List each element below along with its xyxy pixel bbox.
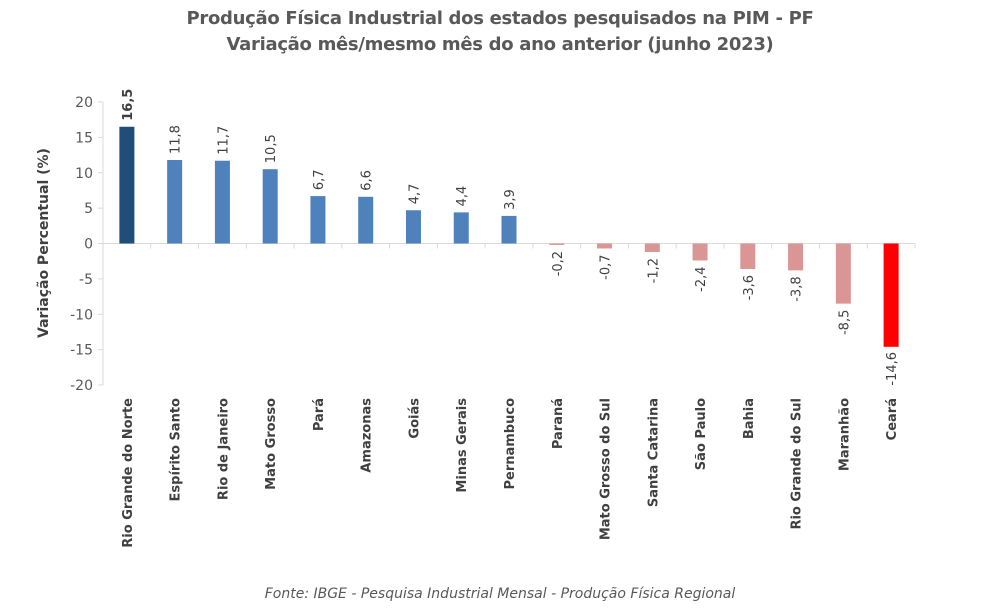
category-label-15: Maranhão	[837, 398, 852, 471]
bar-6	[405, 210, 421, 244]
y-tick-label: -5	[79, 272, 93, 288]
bar-12	[692, 243, 708, 261]
category-label-10: Mato Grosso do Sul	[599, 398, 614, 540]
bar-1	[167, 160, 183, 244]
data-label-10: -0,7	[599, 254, 614, 279]
category-label-12: São Paulo	[694, 398, 709, 470]
bar-16	[883, 243, 899, 347]
category-label-14: Rio Grande do Sul	[790, 398, 805, 530]
data-label-16: -14,6	[885, 352, 900, 386]
data-label-3: 10,5	[264, 134, 279, 163]
category-label-8: Pernambuco	[503, 398, 518, 490]
category-label-9: Paraná	[551, 398, 566, 449]
data-label-9: -0,2	[551, 251, 566, 276]
data-label-8: 3,9	[503, 189, 518, 210]
y-tick-label: -20	[70, 378, 93, 394]
data-label-13: -3,6	[742, 275, 757, 300]
bars	[119, 126, 899, 347]
y-axis-label: Variação Percentual (%)	[36, 148, 52, 338]
data-label-5: 6,6	[360, 170, 375, 191]
bar-0	[119, 126, 135, 244]
category-label-1: Espírito Santo	[169, 398, 184, 502]
category-label-6: Goiás	[407, 398, 422, 439]
data-label-4: 6,7	[312, 169, 327, 190]
bar-15	[835, 243, 851, 304]
bar-9	[549, 243, 565, 245]
data-label-1: 11,8	[169, 125, 184, 154]
data-label-14: -3,8	[790, 276, 805, 301]
y-tick-label: 10	[75, 166, 93, 182]
chart-subtitle: Variação mês/mesmo mês do ano anterior (…	[226, 34, 774, 55]
data-label-15: -8,5	[837, 310, 852, 335]
bar-11	[644, 243, 660, 252]
category-label-5: Amazonas	[360, 398, 375, 473]
data-label-12: -2,4	[694, 266, 709, 291]
y-tick-label: -10	[70, 307, 93, 323]
bar-10	[597, 243, 613, 249]
category-label-7: Minas Gerais	[455, 398, 470, 493]
bar-2	[214, 160, 230, 244]
bar-5	[358, 196, 374, 244]
chart-title: Produção Física Industrial dos estados p…	[186, 8, 814, 29]
y-tick-label: 5	[84, 201, 93, 217]
category-label-2: Rio de Janeiro	[216, 398, 231, 500]
data-label-6: 4,7	[407, 184, 422, 205]
category-label-11: Santa Catarina	[646, 398, 661, 507]
category-label-16: Ceará	[885, 398, 900, 440]
data-label-2: 11,7	[216, 126, 231, 155]
axes: 20 15 10 5 0 -5 -10 -15 -20	[70, 95, 916, 394]
y-tick-label: 15	[75, 130, 93, 146]
category-label-0: Rio Grande do Norte	[121, 398, 136, 548]
category-label-4: Pará	[312, 398, 327, 431]
bar-7	[453, 212, 469, 244]
source-note: Fonte: IBGE - Pesquisa Industrial Mensal…	[264, 586, 736, 602]
y-tick-label: 20	[75, 95, 93, 111]
bar-14	[788, 243, 804, 271]
category-label-3: Mato Grosso	[264, 398, 279, 490]
data-labels: 16,5 11,8 11,7 10,5 6,7 6,6 4,7 4,4 3,9 -0,2 -0,7 -…	[121, 89, 900, 386]
data-label-11: -1,2	[646, 258, 661, 283]
bar-4	[310, 196, 326, 244]
category-labels: Rio Grande do Norte Espírito Santo Rio de …	[121, 398, 900, 548]
data-label-7: 4,4	[455, 186, 470, 207]
category-label-13: Bahia	[742, 398, 757, 439]
data-label-0: 16,5	[121, 89, 136, 121]
y-tick-label: 0	[84, 237, 93, 253]
bar-8	[501, 215, 517, 244]
bar-13	[740, 243, 756, 269]
bar-3	[262, 169, 278, 244]
y-tick-label: -15	[70, 343, 93, 359]
